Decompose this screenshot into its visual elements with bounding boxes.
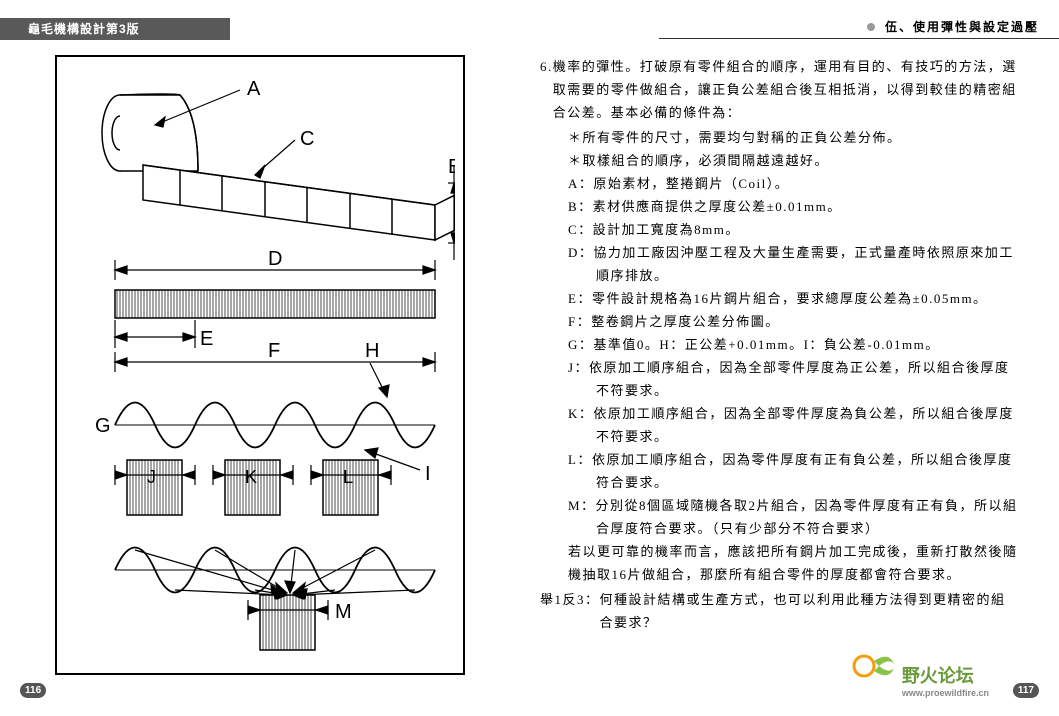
label-a: A: [247, 78, 261, 100]
text-column: 6. 機率的彈性。打破原有零件組合的順序，運用有目的、有技巧的方法，選取需要的零…: [540, 55, 1020, 636]
header-right: 伍、使用彈性與設定過壓: [659, 18, 1059, 39]
label-f: F: [268, 340, 280, 362]
label-h: H: [365, 340, 379, 362]
def-k: K：依原加工順序組合，因為全部零件厚度為負公差，所以組合後厚度不符要求。: [540, 402, 1020, 448]
label-k: K: [245, 467, 257, 487]
header-dot: [867, 23, 875, 31]
q-label: 舉1反3：: [540, 588, 600, 634]
def-g: G：基準值0。H：正公差+0.01mm。I：負公差-0.01mm。: [540, 333, 1020, 356]
page-num-left: 116: [20, 683, 46, 698]
def-b: B：素材供應商提供之厚度公差±0.01mm。: [540, 195, 1020, 218]
page-num-right: 117: [1013, 683, 1039, 698]
star1: ＊所有零件的尺寸，需要均勻對稱的正負公差分佈。: [540, 126, 1020, 149]
label-b: B: [448, 156, 455, 178]
label-e: E: [200, 328, 213, 350]
q-text: 何種設計結構或生產方式，也可以利用此種方法得到更精密的組合要求？: [600, 588, 1020, 634]
para2: 若以更可靠的機率而言，應該把所有鋼片加工完成後，重新打散然後隨機抽取16片做組合…: [540, 540, 1020, 586]
header-right-text: 伍、使用彈性與設定過壓: [885, 20, 1039, 34]
def-l: L：依原加工順序組合，因為零件厚度有正有負公差，所以組合後厚度符合要求。: [540, 448, 1020, 494]
label-d: D: [268, 248, 282, 270]
def-f: F：整卷鋼片之厚度公差分佈圖。: [540, 310, 1020, 333]
def-a: A：原始素材，整捲鋼片（Coil）。: [540, 172, 1020, 195]
header-left: 龜毛機構設計第3版: [0, 18, 230, 40]
def-e: E：零件設計規格為16片鋼片組合，要求總厚度公差為±0.05mm。: [540, 287, 1020, 310]
def-c: C：設計加工寬度為8mm。: [540, 218, 1020, 241]
watermark-icon: [849, 646, 899, 686]
def-m: M：分別從8個區域隨機各取2片組合，因為零件厚度有正有負，所以組合厚度符合要求。…: [540, 494, 1020, 540]
diagram-svg: A C B D E: [65, 65, 455, 665]
def-d: D：協力加工廠因沖壓工程及大量生產需要，正式量產時依照原來加工順序排放。: [540, 241, 1020, 287]
label-m: M: [335, 601, 352, 623]
label-l: L: [343, 467, 353, 487]
label-g: G: [95, 415, 111, 437]
diagram-figure: A C B D E: [55, 55, 465, 675]
label-j: J: [147, 467, 156, 487]
item6-num: 6.: [540, 55, 553, 124]
star2: ＊取樣組合的順序，必須間隔越遠越好。: [540, 149, 1020, 172]
watermark: 野火论坛 www.proewildfire.cn: [902, 662, 989, 698]
label-i: I: [425, 463, 431, 485]
label-c: C: [300, 128, 314, 150]
def-j: J：依原加工順序組合，因為全部零件厚度為正公差，所以組合後厚度不符要求。: [540, 356, 1020, 402]
item6-text: 機率的彈性。打破原有零件組合的順序，運用有目的、有技巧的方法，選取需要的零件做組…: [553, 55, 1020, 124]
